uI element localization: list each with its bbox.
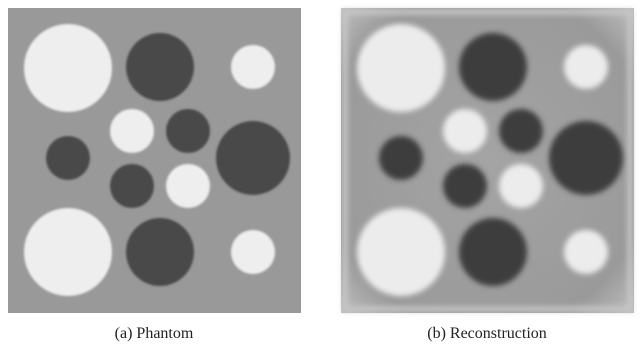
- reconstruction-disk: [357, 24, 445, 112]
- phantom-disk: [231, 230, 275, 274]
- phantom-disk: [126, 218, 194, 286]
- phantom-panel: [8, 8, 301, 313]
- reconstruction-disk: [459, 33, 527, 101]
- reconstruction-disk: [499, 164, 543, 208]
- phantom-disk: [46, 136, 90, 180]
- phantom-disk: [126, 33, 194, 101]
- phantom-disk: [166, 109, 210, 153]
- page: (a) Phantom (b) Reconstruction (() => { …: [0, 0, 640, 349]
- reconstruction-disk: [459, 218, 527, 286]
- reconstruction-disk: [379, 136, 423, 180]
- reconstruction-disk: [443, 164, 487, 208]
- phantom-disk: [24, 208, 112, 296]
- reconstruction-panel: [341, 8, 634, 313]
- phantom-disk: [110, 109, 154, 153]
- reconstruction-disk: [564, 230, 608, 274]
- phantom-disk: [216, 121, 290, 195]
- phantom-disk: [166, 164, 210, 208]
- reconstruction-disk: [499, 109, 543, 153]
- phantom-disk: [110, 164, 154, 208]
- phantom-disk: [231, 45, 275, 89]
- reconstruction-disk: [564, 45, 608, 89]
- reconstruction-disk: [357, 208, 445, 296]
- caption: (a) Phantom: [115, 325, 194, 342]
- caption: (b) Reconstruction: [427, 325, 547, 342]
- reconstruction-disk: [443, 109, 487, 153]
- figure: (a) Phantom (b) Reconstruction: [0, 0, 640, 349]
- reconstruction-disk: [549, 121, 623, 195]
- phantom-disk: [24, 24, 112, 112]
